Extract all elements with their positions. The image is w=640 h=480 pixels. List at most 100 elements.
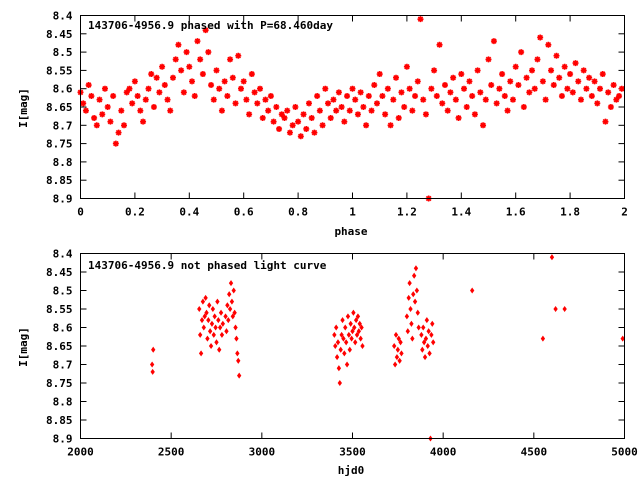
phased-data-point bbox=[194, 38, 201, 45]
unphased-data-point bbox=[347, 346, 352, 353]
phased-data-point bbox=[202, 27, 209, 34]
phased-data-point bbox=[199, 71, 206, 78]
phased-panel: 0 0.2 0.4 0.6 0.8 1 1.2 1.4 1.6 1.8 2 8.4 8.45 8.5 8.5… bbox=[17, 10, 628, 239]
unphased-data-point bbox=[358, 335, 363, 342]
unphased-data-point bbox=[197, 305, 202, 313]
phased-data-point bbox=[403, 63, 410, 70]
unphased-data-point bbox=[338, 346, 343, 353]
unphased-data-point bbox=[227, 305, 233, 313]
unphased-data-point bbox=[339, 331, 344, 338]
unphased-ytick-label: 8.65 bbox=[46, 340, 73, 353]
phased-data-point bbox=[534, 56, 541, 63]
phased-xtick-label: 0.6 bbox=[234, 206, 254, 219]
phased-data-point bbox=[482, 96, 489, 103]
phased-data-point bbox=[123, 89, 130, 96]
unphased-data-point bbox=[419, 331, 424, 338]
unphased-data-point bbox=[470, 287, 475, 294]
phased-data-point bbox=[316, 107, 323, 114]
unphased-data-point bbox=[226, 317, 231, 324]
phased-data-point bbox=[373, 100, 380, 107]
phased-data-point bbox=[180, 89, 187, 96]
phased-data-point bbox=[531, 85, 538, 92]
phased-data-point bbox=[616, 93, 623, 100]
unphased-data-point bbox=[429, 331, 434, 338]
phased-data-point bbox=[270, 118, 277, 125]
phased-data-point bbox=[466, 78, 473, 85]
phased-data-point bbox=[602, 118, 609, 125]
unphased-panel: 2000 2500 3000 3500 4000 4500 5000 8.4 8.45 8.5 8.… bbox=[17, 248, 638, 478]
unphased-data-point bbox=[230, 313, 235, 320]
phased-data-point bbox=[273, 104, 280, 110]
unphased-data-point bbox=[413, 265, 419, 272]
phased-data-point bbox=[398, 89, 405, 96]
phased-data-point bbox=[344, 93, 351, 100]
phased-data-point bbox=[330, 96, 337, 103]
phased-data-point bbox=[224, 93, 231, 100]
phased-data-point bbox=[314, 93, 321, 100]
unphased-data-point bbox=[394, 354, 400, 361]
phased-data-point bbox=[96, 96, 103, 103]
phased-data-point bbox=[308, 114, 315, 121]
phased-data-point bbox=[232, 100, 239, 107]
phased-data-point bbox=[550, 82, 557, 89]
phased-data-point bbox=[131, 78, 138, 85]
unphased-data-point bbox=[151, 346, 156, 353]
phased-data-point bbox=[118, 107, 125, 114]
unphased-data-point bbox=[345, 313, 351, 320]
phased-data-point bbox=[295, 118, 302, 125]
unphased-data-point bbox=[231, 287, 236, 294]
phased-data-point bbox=[452, 96, 459, 103]
phased-data-point bbox=[409, 107, 416, 114]
phased-xtick-label: 0.4 bbox=[179, 206, 199, 219]
phased-data-point bbox=[354, 111, 361, 118]
unphased-data-point bbox=[198, 350, 204, 357]
phased-data-point bbox=[186, 63, 193, 70]
unphased-data-point bbox=[201, 324, 206, 331]
unphased-data-point bbox=[212, 313, 217, 320]
unphased-data-point bbox=[398, 339, 403, 346]
unphased-data-point bbox=[198, 331, 203, 338]
unphased-data-point bbox=[149, 361, 155, 368]
phased-data-point bbox=[267, 93, 274, 100]
unphased-data-point bbox=[233, 324, 238, 331]
phased-data-point bbox=[401, 104, 408, 110]
phased-data-point bbox=[235, 52, 242, 59]
phased-data-point bbox=[368, 107, 375, 114]
phased-data-point bbox=[167, 107, 174, 114]
phased-data-point bbox=[414, 78, 421, 85]
unphased-data-point bbox=[540, 335, 546, 342]
unphased-data-point bbox=[343, 324, 348, 331]
phased-data-point bbox=[496, 85, 503, 92]
unphased-data-point bbox=[409, 320, 414, 327]
unphased-data-point bbox=[430, 320, 435, 327]
phased-data-point bbox=[333, 107, 340, 114]
unphased-ytick-label: 8.75 bbox=[46, 377, 73, 390]
phased-data-point bbox=[580, 67, 587, 74]
unphased-data-point bbox=[341, 335, 346, 342]
unphased-data-point bbox=[236, 372, 242, 379]
phased-data-point bbox=[507, 78, 514, 85]
phased-data-point bbox=[450, 74, 457, 81]
phased-data-point bbox=[444, 107, 451, 114]
phased-data-point bbox=[140, 118, 147, 125]
unphased-data-point bbox=[207, 328, 213, 335]
unphased-ytick-label: 8.45 bbox=[46, 266, 73, 279]
unphased-data-point bbox=[356, 328, 362, 335]
unphased-data-point bbox=[208, 342, 214, 350]
unphased-xtick-label: 2500 bbox=[158, 446, 185, 459]
unphased-data-point bbox=[353, 339, 358, 346]
phased-data-point bbox=[594, 100, 601, 107]
unphased-data-point bbox=[406, 294, 411, 301]
phased-data-point bbox=[509, 96, 516, 103]
unphased-data-point bbox=[425, 342, 430, 350]
phased-data-point bbox=[197, 56, 204, 63]
phased-data-point bbox=[259, 114, 266, 121]
phased-data-point bbox=[101, 85, 108, 92]
phased-data-point bbox=[284, 107, 291, 114]
phased-data-point bbox=[243, 96, 250, 103]
phased-data-point bbox=[477, 89, 484, 96]
unphased-data-point bbox=[342, 350, 347, 357]
phased-data-point bbox=[221, 78, 228, 85]
phased-data-point bbox=[297, 133, 304, 140]
